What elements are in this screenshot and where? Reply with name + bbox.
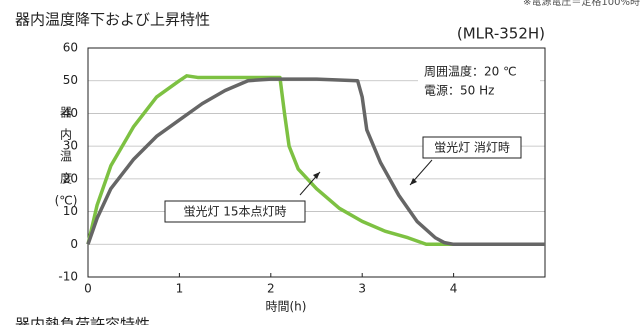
y-axis-label: 器 — [60, 106, 72, 120]
arrow-head — [313, 172, 320, 179]
label-box — [164, 200, 306, 223]
x-tick-label: 4 — [450, 282, 458, 296]
conditions: 電源：50 Hz — [424, 84, 494, 98]
plot-area: -10 0 10 20 30 40 50 60 0 1 2 3 4 — [58, 41, 546, 296]
y-tick-label: 30 — [63, 139, 78, 153]
y-tick-label: 0 — [70, 237, 78, 251]
x-axis-label: 時間(h) — [266, 300, 307, 314]
series-line — [86, 77, 545, 247]
y-tick-label: 10 — [63, 204, 78, 218]
y-tick-label: -10 — [58, 270, 78, 284]
series-label: 蛍光灯 消灯時 — [434, 141, 510, 155]
x-tick-label: 1 — [176, 282, 184, 296]
y-tick-label: 60 — [63, 41, 78, 55]
subtitle: (MLR-352H) — [457, 25, 545, 43]
y-axis-label: 内 — [60, 128, 72, 142]
note: ※電源電圧＝定格100%時 — [523, 0, 640, 8]
y-axis-label: (℃) — [55, 194, 78, 208]
plot-frame — [87, 47, 546, 278]
conditions: 周囲温度：20 ℃ — [424, 64, 517, 79]
x-tick-label: 2 — [267, 282, 275, 296]
annotations: 蛍光灯 消灯時 蛍光灯 15本点灯時 — [164, 136, 522, 223]
y-tick-label: 40 — [63, 106, 78, 120]
y-tick-label: 20 — [63, 171, 78, 185]
conditions-box — [418, 60, 540, 100]
series-label: 蛍光灯 15本点灯時 — [183, 205, 286, 219]
arrow-head — [410, 178, 417, 185]
chart-title: 器内温度降下および上昇特性 — [15, 11, 210, 29]
label-box — [422, 136, 522, 159]
y-tick-label: 50 — [63, 73, 78, 87]
y-axis-label: 度 — [60, 171, 72, 186]
x-tick-label: 3 — [358, 282, 366, 296]
series-line — [86, 74, 545, 247]
x-tick-label: 0 — [84, 282, 92, 296]
y-axis-label: 温 — [60, 150, 72, 164]
next-title: 器内熱負荷許容特性 — [15, 316, 150, 325]
